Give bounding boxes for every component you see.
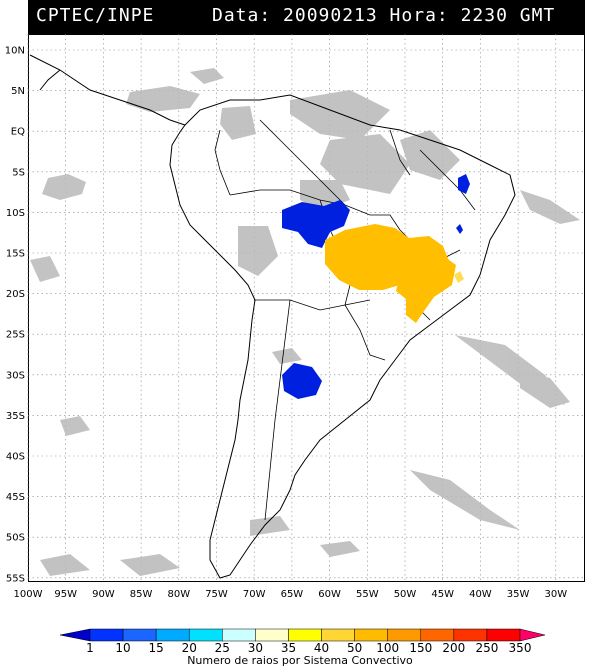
convective-high-cluster xyxy=(325,224,456,323)
colorbar-tick-label: 150 xyxy=(409,641,432,655)
lat-label: 5N xyxy=(11,86,25,97)
colorbar-tick-labels: 1 10 15 20 25 30 35 40 50 100 150 200 250 350 xyxy=(86,641,531,655)
colorbar-segment xyxy=(486,628,521,642)
lat-label: EQ xyxy=(11,127,25,138)
lon-label: 85W xyxy=(130,589,153,600)
lon-label: 30W xyxy=(544,589,567,600)
colorbar-title: Numero de raios por Sistema Convectivo xyxy=(187,654,413,667)
colorbar-segment xyxy=(354,628,388,642)
lon-label: 60W xyxy=(318,589,341,600)
colorbar xyxy=(59,628,546,642)
colorbar-tick-label: 20 xyxy=(182,641,197,655)
colorbar-max-arrow xyxy=(519,628,546,642)
colorbar-segment xyxy=(420,628,455,642)
lat-label: 10S xyxy=(6,208,25,219)
map-frame xyxy=(28,34,585,582)
map-header: CPTEC/INPE Data: 20090213 Hora: 2230 GMT xyxy=(28,0,585,34)
colorbar-segment xyxy=(255,628,289,642)
colorbar-tick-label: 40 xyxy=(314,641,329,655)
colorbar-min-arrow xyxy=(59,628,91,642)
colorbar-tick-label: 100 xyxy=(376,641,399,655)
lon-label: 70W xyxy=(243,589,266,600)
colorbar-segment xyxy=(321,628,355,642)
lat-label: 15S xyxy=(6,249,25,260)
lon-label: 40W xyxy=(469,589,492,600)
lat-label: 35S xyxy=(6,411,25,422)
lat-label: 5S xyxy=(12,167,25,178)
colorbar-tick-label: 10 xyxy=(115,641,130,655)
cloud-patches xyxy=(30,68,580,576)
lon-label: 55W xyxy=(356,589,379,600)
lon-label: 65W xyxy=(281,589,304,600)
colorbar-tick-label: 1 xyxy=(86,641,94,655)
lat-label: 10N xyxy=(5,46,25,57)
coastlines xyxy=(29,54,516,579)
colorbar-segment xyxy=(89,628,124,642)
convective-peak-cluster xyxy=(454,271,464,283)
lon-label: 35W xyxy=(507,589,530,600)
colorbar-segment xyxy=(122,628,157,642)
lon-label: 80W xyxy=(167,589,190,600)
lat-label: 25S xyxy=(6,330,25,341)
lon-label: 90W xyxy=(92,589,115,600)
colorbar-segment xyxy=(288,628,322,642)
lat-label: 45S xyxy=(6,492,25,503)
date-time-label: Data: 20090213 Hora: 2230 GMT xyxy=(212,5,556,26)
colorbar-tick-label: 25 xyxy=(215,641,230,655)
colorbar-tick-label: 50 xyxy=(347,641,362,655)
lon-label: 100W xyxy=(14,589,43,600)
lat-label: 40S xyxy=(6,452,25,463)
latitude-labels: 10N 5N EQ 5S 10S 15S 20S 25S 30S 35S 40S 45S 50S 55S xyxy=(5,46,25,585)
lon-label: 45W xyxy=(431,589,454,600)
convective-low-cluster xyxy=(282,174,470,399)
colorbar-tick-label: 250 xyxy=(475,641,498,655)
source-label: CPTEC/INPE xyxy=(36,5,155,26)
longitude-labels: 100W 95W 90W 85W 80W 75W 70W 65W 60W 55W 50W 45W 40W… xyxy=(14,589,568,600)
lon-label: 50W xyxy=(394,589,417,600)
colorbar-tick-label: 15 xyxy=(149,641,164,655)
lon-label: 95W xyxy=(54,589,77,600)
lat-label: 50S xyxy=(6,533,25,544)
colorbar-segment xyxy=(222,628,256,642)
colorbar-tick-label: 35 xyxy=(281,641,296,655)
lat-label: 20S xyxy=(6,289,25,300)
colorbar-segment xyxy=(453,628,488,642)
colorbar-tick-label: 200 xyxy=(442,641,465,655)
lon-label: 75W xyxy=(205,589,228,600)
colorbar-segment xyxy=(188,628,223,642)
colorbar-segment xyxy=(155,628,190,642)
lat-label: 30S xyxy=(6,370,25,381)
colorbar-tick-label: 350 xyxy=(509,641,532,655)
colorbar-tick-label: 30 xyxy=(248,641,263,655)
lat-label: 55S xyxy=(6,573,25,584)
colorbar-segment xyxy=(387,628,422,642)
grid-lines xyxy=(27,34,585,582)
